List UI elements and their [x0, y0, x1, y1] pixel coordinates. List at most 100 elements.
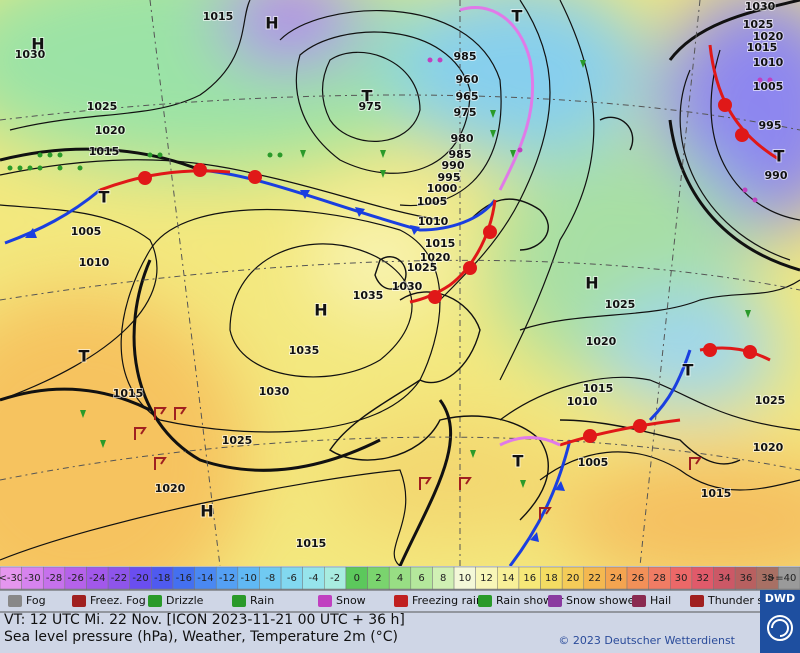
main-isobars — [0, 0, 800, 566]
product-description: Sea level pressure (hPa), Weather, Tempe… — [4, 629, 398, 645]
isobar-label: 1025 — [605, 298, 636, 311]
isobar-label: 1005 — [753, 80, 784, 93]
color-label: 24 — [610, 573, 623, 584]
isobar-label: 995 — [438, 171, 461, 184]
occluded-fronts — [459, 5, 561, 447]
legend-label: Rain shower — [496, 594, 564, 607]
coastlines — [329, 116, 741, 521]
legend-label: Freezing rain — [412, 594, 483, 607]
color-label: -4 — [309, 573, 319, 584]
isobar-label: 1020 — [420, 251, 451, 264]
legend-label: Drizzle — [166, 594, 204, 607]
isobar-label: 1005 — [417, 195, 448, 208]
legend-label: Snow — [336, 594, 366, 607]
isobar-label: 1030 — [15, 48, 46, 61]
legend-label: Rain — [250, 594, 274, 607]
isobar-label: 995 — [759, 119, 782, 132]
color-label: -16 — [176, 573, 192, 584]
isobar-label: 1015 — [113, 387, 144, 400]
isobar-label: 1015 — [583, 382, 614, 395]
isobar-label: 990 — [765, 169, 788, 182]
color-label: 38 — [761, 573, 774, 584]
legend-icon — [72, 595, 86, 607]
color-label: 10 — [458, 573, 471, 584]
valid-time: VT: 12 UTC Mi. 22 Nov. [ICON 2023-11-21 … — [4, 612, 405, 628]
color-label: -14 — [197, 573, 213, 584]
color-label: -22 — [111, 573, 127, 584]
isobar-label: 1015 — [701, 487, 732, 500]
isobar-label: 965 — [456, 90, 479, 103]
color-label: 2 — [375, 573, 381, 584]
color-label: -10 — [240, 573, 256, 584]
isobar-label: 990 — [442, 159, 465, 172]
color-label: -20 — [132, 573, 148, 584]
isobar-label: 1025 — [407, 261, 438, 274]
color-label: 34 — [718, 573, 731, 584]
copyright: © 2023 Deutscher Wetterdienst — [558, 634, 735, 647]
isobar-label: 1015 — [89, 145, 120, 158]
isobar-label: 1020 — [155, 482, 186, 495]
color-label: 20 — [567, 573, 580, 584]
isobar-label: 1025 — [222, 434, 253, 447]
pressure-center-label: T — [683, 361, 694, 380]
isobar-label: 1030 — [392, 280, 423, 293]
legend-icon — [394, 595, 408, 607]
color-label: 36 — [740, 573, 753, 584]
color-label: 16 — [523, 573, 536, 584]
pressure-center-label: T — [362, 87, 373, 106]
legend-icon — [232, 595, 246, 607]
color-label: 30 — [675, 573, 688, 584]
legend-label: Freez. Fog — [90, 594, 146, 607]
isobar-label: 1010 — [567, 395, 598, 408]
isobar-label: 1020 — [753, 30, 784, 43]
color-label: 14 — [502, 573, 515, 584]
dwd-logo: DWD — [760, 590, 800, 653]
isobar-label: 1005 — [71, 225, 102, 238]
pressure-center-label: H — [585, 274, 598, 293]
color-label: -18 — [154, 573, 170, 584]
isobar-label: 975 — [454, 106, 477, 119]
legend-icon — [478, 595, 492, 607]
weather-legend: Fog Freez. Fog Drizzle Rain Snow Freezing rai… — [8, 594, 789, 607]
color-label: -26 — [68, 573, 84, 584]
isobar-label: 1025 — [755, 394, 786, 407]
legend-icon — [690, 595, 704, 607]
pressure-center-label: T — [513, 452, 524, 471]
color-label: 12 — [480, 573, 493, 584]
cold-fronts — [4, 168, 692, 566]
color-label: 22 — [588, 573, 601, 584]
legend-label: Snow shower — [566, 594, 639, 607]
pressure-center-label: T — [79, 347, 90, 366]
pressure-center-label: T — [99, 188, 110, 207]
isobar-label: 1015 — [203, 10, 234, 23]
legend-icon — [318, 595, 332, 607]
pressure-center-label: H — [31, 35, 44, 54]
color-label: >=40 °C — [767, 573, 800, 584]
color-label: 28 — [653, 573, 666, 584]
isobar-label: 1010 — [753, 56, 784, 69]
legend-icon — [8, 595, 22, 607]
color-label: -12 — [219, 573, 235, 584]
isobar-label: 1035 — [353, 289, 384, 302]
isobar-label: 985 — [449, 148, 472, 161]
color-label: -8 — [265, 573, 275, 584]
color-label: 8 — [440, 573, 446, 584]
isobar-label: 960 — [456, 73, 479, 86]
pressure-center-label: H — [314, 301, 327, 320]
color-label: 26 — [631, 573, 644, 584]
legend-icon — [148, 595, 162, 607]
color-label: 0 — [354, 573, 360, 584]
legend-label: Hail — [650, 594, 671, 607]
isobar-label: 1005 — [578, 456, 609, 469]
legend-label: Fog — [26, 594, 46, 607]
pressure-center-label: T — [774, 147, 785, 166]
legend-icon — [548, 595, 562, 607]
color-label: -30 — [24, 573, 40, 584]
isobar-label: 1015 — [747, 41, 778, 54]
isobar-label: 1015 — [296, 537, 327, 550]
color-scale: <-30 -30 -28 -26 -24 -22 -20 -18 -16 -14 -12 -10 -8-… — [0, 566, 800, 590]
logo-text: DWD — [765, 592, 795, 605]
isobar-label: 985 — [454, 50, 477, 63]
temperature-field — [0, 0, 800, 566]
